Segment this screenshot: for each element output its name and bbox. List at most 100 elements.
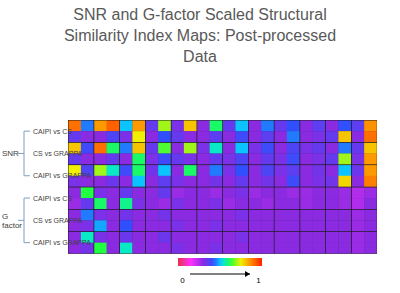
cell — [107, 220, 120, 231]
cell — [352, 165, 365, 176]
cell — [172, 232, 185, 243]
cell — [352, 198, 365, 209]
group-label-line: G — [2, 212, 8, 221]
cell — [300, 198, 313, 209]
cell — [172, 131, 185, 142]
cell — [275, 131, 288, 142]
cell — [146, 153, 159, 164]
cell — [107, 121, 120, 132]
cell — [184, 220, 197, 231]
cell — [249, 198, 262, 209]
cell — [107, 176, 120, 187]
cell — [94, 176, 107, 187]
cell — [300, 121, 313, 132]
cell — [94, 243, 107, 254]
cell — [197, 176, 210, 187]
cell — [132, 198, 145, 209]
cell — [326, 232, 339, 243]
cell — [132, 210, 145, 221]
cell — [223, 121, 236, 132]
cell — [261, 187, 274, 198]
cell — [275, 121, 288, 132]
cell — [120, 121, 133, 132]
cell — [261, 153, 274, 164]
cell — [300, 210, 313, 221]
cell — [172, 187, 185, 198]
cell — [184, 153, 197, 164]
cell — [326, 153, 339, 164]
group-label-line: SNR — [2, 149, 19, 158]
cell — [146, 210, 159, 221]
title-line: Data — [183, 48, 217, 65]
chart: SNR and G-factor Scaled StructuralSimila… — [0, 0, 400, 293]
cell — [275, 143, 288, 154]
cell — [338, 187, 351, 198]
cell — [94, 198, 107, 209]
cell — [94, 121, 107, 132]
cell — [261, 232, 274, 243]
cell — [184, 143, 197, 154]
cell — [184, 243, 197, 254]
cell — [172, 153, 185, 164]
cell — [249, 176, 262, 187]
row-label: CAIPI vs GRAPPA — [33, 172, 91, 179]
cell — [184, 165, 197, 176]
cell — [287, 187, 300, 198]
cell — [120, 165, 133, 176]
cell — [94, 131, 107, 142]
cell — [120, 176, 133, 187]
cell — [197, 121, 210, 132]
cell — [235, 232, 248, 243]
cell — [197, 153, 210, 164]
cell — [235, 121, 248, 132]
cell — [172, 210, 185, 221]
cell — [146, 165, 159, 176]
cell — [223, 187, 236, 198]
cell — [326, 176, 339, 187]
cell — [235, 198, 248, 209]
row-label: CS vs GRAPPA — [33, 217, 83, 224]
cell — [275, 243, 288, 254]
cell — [300, 243, 313, 254]
cell — [94, 220, 107, 231]
cell — [120, 187, 133, 198]
cell — [223, 165, 236, 176]
cell — [287, 210, 300, 221]
cell — [197, 143, 210, 154]
cell — [197, 210, 210, 221]
cell — [287, 176, 300, 187]
cell — [235, 210, 248, 221]
cell — [352, 243, 365, 254]
cell — [287, 198, 300, 209]
cell — [223, 198, 236, 209]
cell — [235, 153, 248, 164]
cell — [364, 187, 377, 198]
cell — [313, 243, 326, 254]
cell — [146, 198, 159, 209]
cell — [223, 143, 236, 154]
cell — [158, 243, 171, 254]
cell — [107, 153, 120, 164]
colorbar-axis-line — [179, 277, 263, 278]
cell — [107, 187, 120, 198]
cell — [81, 220, 94, 231]
cell — [172, 176, 185, 187]
cell — [287, 243, 300, 254]
arrow-shaft — [190, 274, 250, 275]
cell — [158, 220, 171, 231]
cell — [313, 187, 326, 198]
cell — [352, 131, 365, 142]
cell — [364, 153, 377, 164]
cell — [146, 131, 159, 142]
group-label: Gfactor — [2, 212, 22, 230]
cells — [69, 121, 377, 254]
cell — [249, 232, 262, 243]
cell — [300, 220, 313, 231]
cell — [132, 176, 145, 187]
colorbar-axis: 01 — [179, 276, 263, 285]
colorbar-tick: 0 — [179, 276, 186, 285]
cell — [235, 143, 248, 154]
cell — [261, 165, 274, 176]
cell — [107, 210, 120, 221]
cell — [81, 198, 94, 209]
